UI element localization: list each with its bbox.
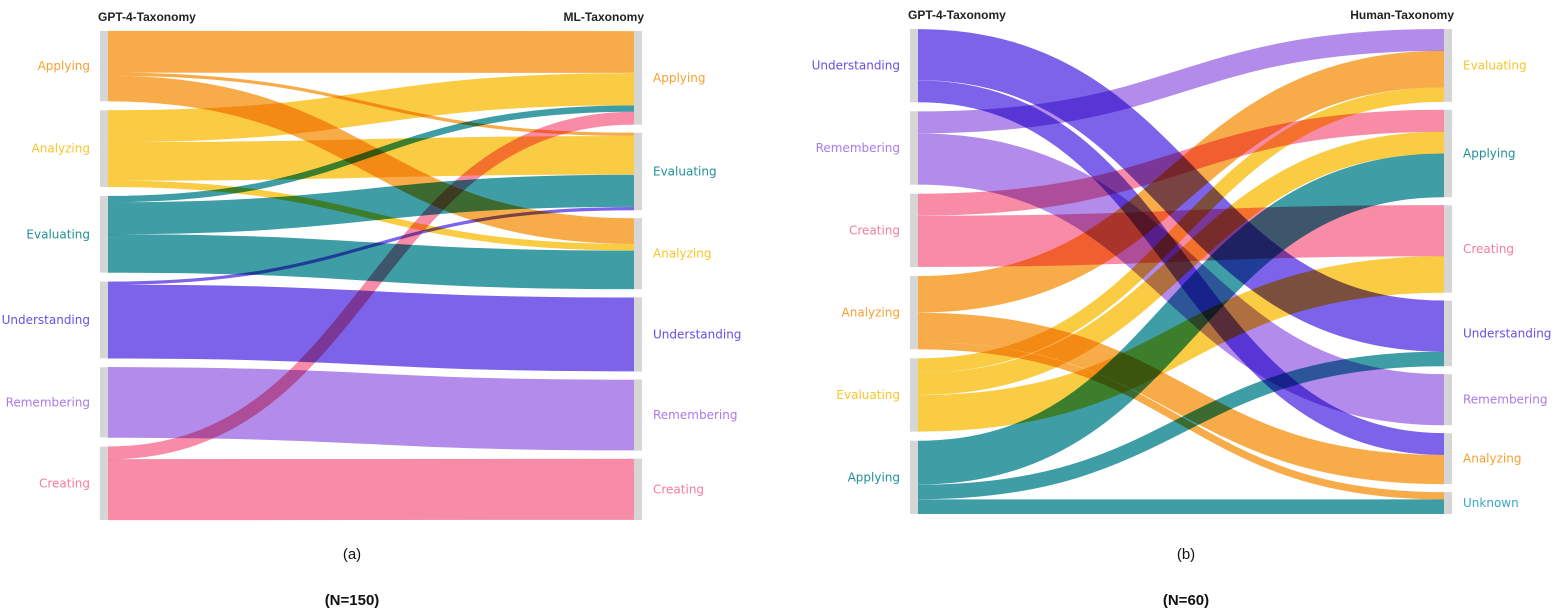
labels-a: Applying Analyzing Evaluating Understanding… <box>2 59 742 496</box>
link-b-evaluating-to-applying <box>917 131 1445 395</box>
left-node-b-applying <box>910 440 918 514</box>
right-node-b-creating <box>1444 205 1452 293</box>
right-label-a-creating: Creating <box>653 482 704 496</box>
left-label-b-creating: Creating <box>849 223 900 237</box>
link-a-evaluating-to-evaluating <box>107 174 635 235</box>
link-b-remembering-to-remembering <box>917 133 1445 426</box>
left-label-a-analyzing: Analyzing <box>32 142 90 156</box>
right-label-b-analyzing: Analyzing <box>1463 452 1521 466</box>
right-node-b-understanding <box>1444 300 1452 367</box>
right-node-a-applying <box>634 31 642 125</box>
link-b-analyzing-to-evaluating <box>917 50 1445 313</box>
nodes-a <box>100 31 642 520</box>
link-a-evaluating-to-applying <box>107 105 635 203</box>
right-label-b-remembering: Remembering <box>1463 393 1547 407</box>
right-title-a: ML-Taxonomy <box>564 10 645 24</box>
link-b-applying-to-applying <box>917 153 1445 485</box>
right-node-a-understanding <box>634 297 642 372</box>
right-label-b-applying: Applying <box>1463 147 1515 161</box>
right-label-b-evaluating: Evaluating <box>1463 58 1527 72</box>
left-node-a-creating <box>100 446 108 520</box>
left-label-b-remembering: Remembering <box>816 141 900 155</box>
links-a <box>107 30 635 521</box>
left-label-b-applying: Applying <box>848 470 900 484</box>
right-label-a-analyzing: Analyzing <box>653 247 711 261</box>
right-label-b-unknown: Unknown <box>1463 496 1519 510</box>
n-label-b: (N=60) <box>1163 592 1209 609</box>
link-a-understanding-to-understanding <box>107 284 635 372</box>
link-a-analyzing-to-evaluating <box>107 136 635 181</box>
left-title-a: GPT-4-Taxonomy <box>98 10 196 24</box>
sankey-b: GPT-4-Taxonomy Human-Taxonomy Understand… <box>812 8 1552 609</box>
left-label-b-evaluating: Evaluating <box>836 388 900 402</box>
link-a-analyzing-to-applying <box>107 73 635 143</box>
right-node-b-evaluating <box>1444 29 1452 102</box>
link-b-analyzing-to-analyzing <box>917 312 1445 485</box>
labels-b: Understanding Remembering Creating Analyzin… <box>812 58 1552 510</box>
left-node-a-understanding <box>100 281 108 359</box>
right-node-b-applying <box>1444 109 1452 198</box>
link-a-understanding-to-evaluating <box>107 206 635 285</box>
link-b-applying-to-understanding <box>917 351 1445 500</box>
left-label-b-analyzing: Analyzing <box>842 306 900 320</box>
links-b <box>917 28 1445 515</box>
left-label-a-evaluating: Evaluating <box>26 227 90 241</box>
left-node-b-understanding <box>910 29 918 103</box>
link-a-evaluating-to-analyzing <box>107 234 635 290</box>
left-node-b-evaluating <box>910 358 918 432</box>
left-node-a-analyzing <box>100 110 108 187</box>
left-label-a-creating: Creating <box>39 476 90 490</box>
left-node-a-remembering <box>100 367 108 438</box>
right-label-b-understanding: Understanding <box>1463 326 1551 340</box>
right-label-a-remembering: Remembering <box>653 408 737 422</box>
right-node-b-remembering <box>1444 374 1452 426</box>
right-node-a-remembering <box>634 379 642 451</box>
right-label-a-evaluating: Evaluating <box>653 164 717 178</box>
sankey-a: GPT-4-Taxonomy ML-Taxonomy Applying Analy… <box>2 10 742 609</box>
left-node-b-remembering <box>910 111 918 185</box>
left-label-b-understanding: Understanding <box>812 59 900 73</box>
right-node-a-evaluating <box>634 132 642 211</box>
link-a-remembering-to-remembering <box>107 367 635 451</box>
right-node-a-creating <box>634 458 642 520</box>
n-label-a: (N=150) <box>325 592 380 609</box>
caption-a: (a) <box>343 546 361 563</box>
left-node-a-evaluating <box>100 195 108 273</box>
link-a-creating-to-applying <box>107 111 635 460</box>
right-label-a-applying: Applying <box>653 71 705 85</box>
right-label-b-creating: Creating <box>1463 242 1514 256</box>
right-title-b: Human-Taxonomy <box>1350 8 1454 22</box>
caption-b: (b) <box>1177 546 1195 563</box>
link-b-evaluating-to-evaluating <box>917 87 1445 373</box>
left-node-b-analyzing <box>910 276 918 350</box>
nodes-b <box>910 29 1452 514</box>
left-node-a-applying <box>100 31 108 102</box>
left-label-a-remembering: Remembering <box>6 395 90 409</box>
left-node-b-creating <box>910 193 918 267</box>
right-node-b-unknown <box>1444 492 1452 514</box>
right-label-a-understanding: Understanding <box>653 327 741 341</box>
right-node-a-analyzing <box>634 218 642 290</box>
right-node-b-analyzing <box>1444 433 1452 485</box>
link-b-remembering-to-evaluating <box>917 28 1445 134</box>
left-label-a-understanding: Understanding <box>2 313 90 327</box>
left-title-b: GPT-4-Taxonomy <box>908 8 1006 22</box>
left-label-a-applying: Applying <box>38 59 90 73</box>
